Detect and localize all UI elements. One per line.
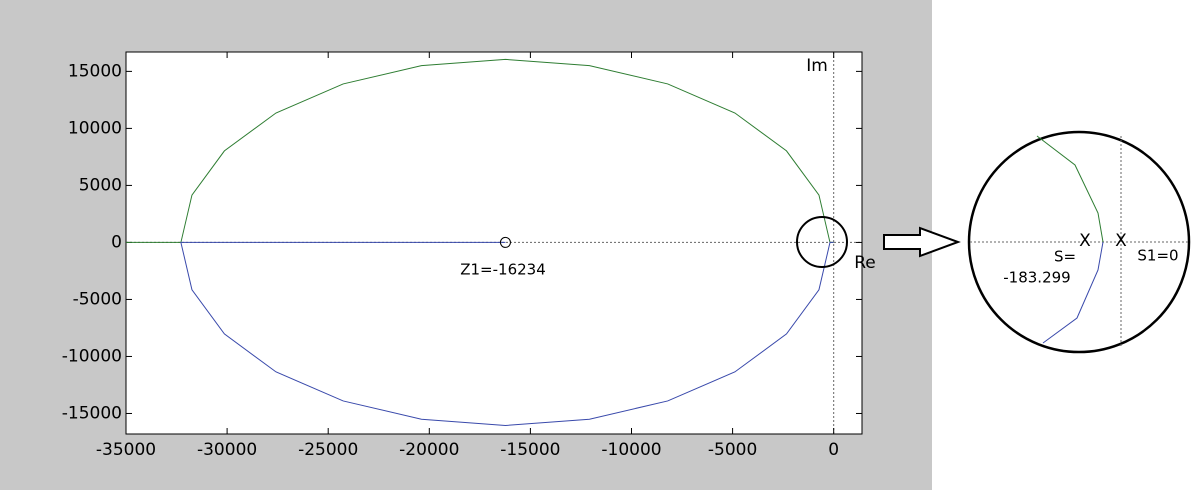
y-tick-label: 10000 <box>68 118 122 138</box>
inset-label: S1=0 <box>1137 247 1178 265</box>
locus-branch <box>126 58 834 243</box>
arrow <box>883 226 961 258</box>
x-tick-label: -20000 <box>399 440 459 460</box>
real-axis-label: Re <box>854 253 876 273</box>
inset-lower-branch <box>1042 241 1104 344</box>
zoom-circle <box>796 216 848 268</box>
x-tick-label: -25000 <box>298 440 358 460</box>
inset-label: X <box>1079 231 1091 251</box>
inset: X X S= -183.299 S1=0 <box>967 130 1191 354</box>
inset-label: S= <box>1054 248 1076 266</box>
inset-label: X <box>1115 231 1127 251</box>
x-tick-label: 0 <box>828 440 839 460</box>
y-tick-label: -5000 <box>73 289 122 309</box>
y-tick-label: 0 <box>111 232 122 252</box>
zero-marker <box>499 236 511 248</box>
y-tick-label: -15000 <box>62 403 122 423</box>
x-tick-label: -15000 <box>500 440 560 460</box>
y-tick-label: -10000 <box>62 346 122 366</box>
y-tick-label: 5000 <box>79 175 122 195</box>
inset-upper-branch <box>1036 135 1104 243</box>
x-tick-label: -10000 <box>601 440 661 460</box>
x-tick-label: -35000 <box>96 440 156 460</box>
y-tick-label: 15000 <box>68 61 122 81</box>
x-tick-label: -5000 <box>708 440 757 460</box>
imag-axis-label: Im <box>806 56 828 76</box>
locus-branch <box>180 241 834 426</box>
plot-area <box>125 51 863 435</box>
inset-label: -183.299 <box>1003 269 1070 287</box>
x-tick-label: -30000 <box>197 440 257 460</box>
zero-label: Z1=-16234 <box>460 261 546 279</box>
plot <box>125 52 862 434</box>
